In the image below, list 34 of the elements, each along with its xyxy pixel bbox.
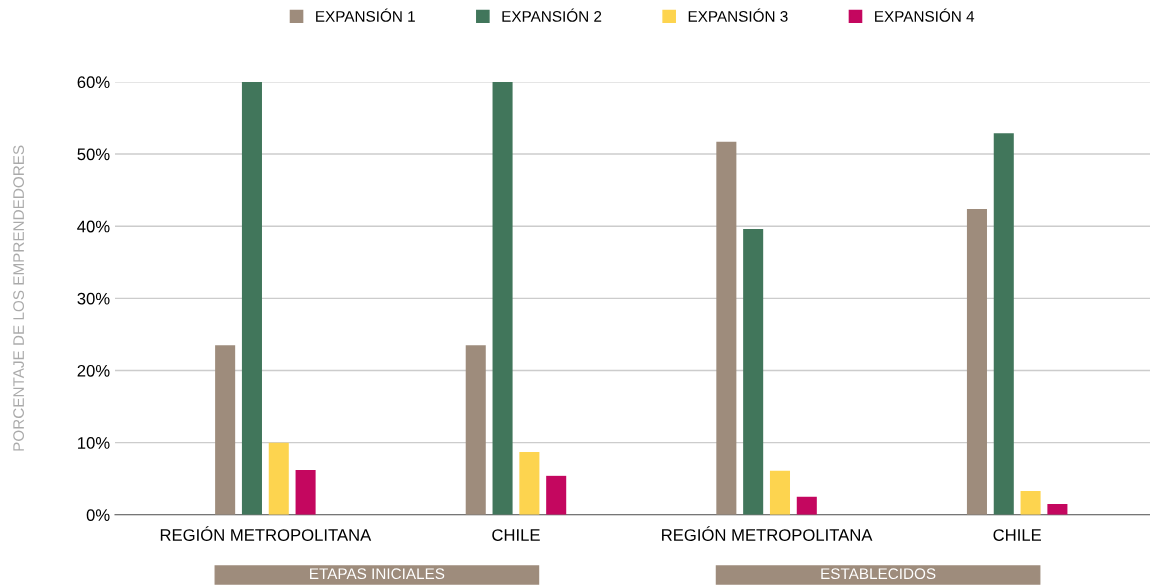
bar <box>966 208 987 515</box>
bar <box>993 133 1014 515</box>
x-tick-label: CHILE <box>492 529 540 541</box>
legend-label: EXPANSIÓN 3 <box>688 8 788 22</box>
bar <box>295 470 316 515</box>
x-tick-label: REGIÓN METROPOLITANA <box>662 526 873 541</box>
text: ESTABLECIDOS <box>821 568 936 580</box>
text: ETAPAS INICIALES <box>310 568 445 580</box>
legend-label: EXPANSIÓN 1 <box>316 8 415 22</box>
bar <box>716 141 737 515</box>
bar <box>1047 503 1068 515</box>
bar <box>796 496 817 515</box>
y-tick-label: 50% <box>77 148 110 161</box>
bar <box>743 229 764 515</box>
bar <box>215 345 236 515</box>
legend-label: EXPANSIÓN 4 <box>875 8 975 22</box>
bar <box>1020 490 1041 515</box>
y-tick-label: 10% <box>78 437 110 449</box>
legend-label: EXPANSIÓN 2 <box>502 8 602 22</box>
bar <box>546 475 567 515</box>
y-axis-title: PORCENTAJE DE LOS EMPRENDEDORES <box>13 145 25 451</box>
y-tick-label: 0% <box>86 509 110 521</box>
bar <box>769 470 791 515</box>
bar <box>492 81 513 515</box>
y-tick-label: 20% <box>77 364 110 377</box>
bar <box>268 442 289 515</box>
bar <box>465 345 486 515</box>
y-tick-label: 30% <box>77 292 110 305</box>
x-tick-label: CHILE <box>993 529 1042 541</box>
y-tick-label: 60% <box>77 76 110 89</box>
bar <box>519 452 540 515</box>
x-tick-label: REGIÓN METROPOLITANA <box>160 526 372 541</box>
y-tick-label: 40% <box>77 220 110 233</box>
bar <box>241 81 262 515</box>
